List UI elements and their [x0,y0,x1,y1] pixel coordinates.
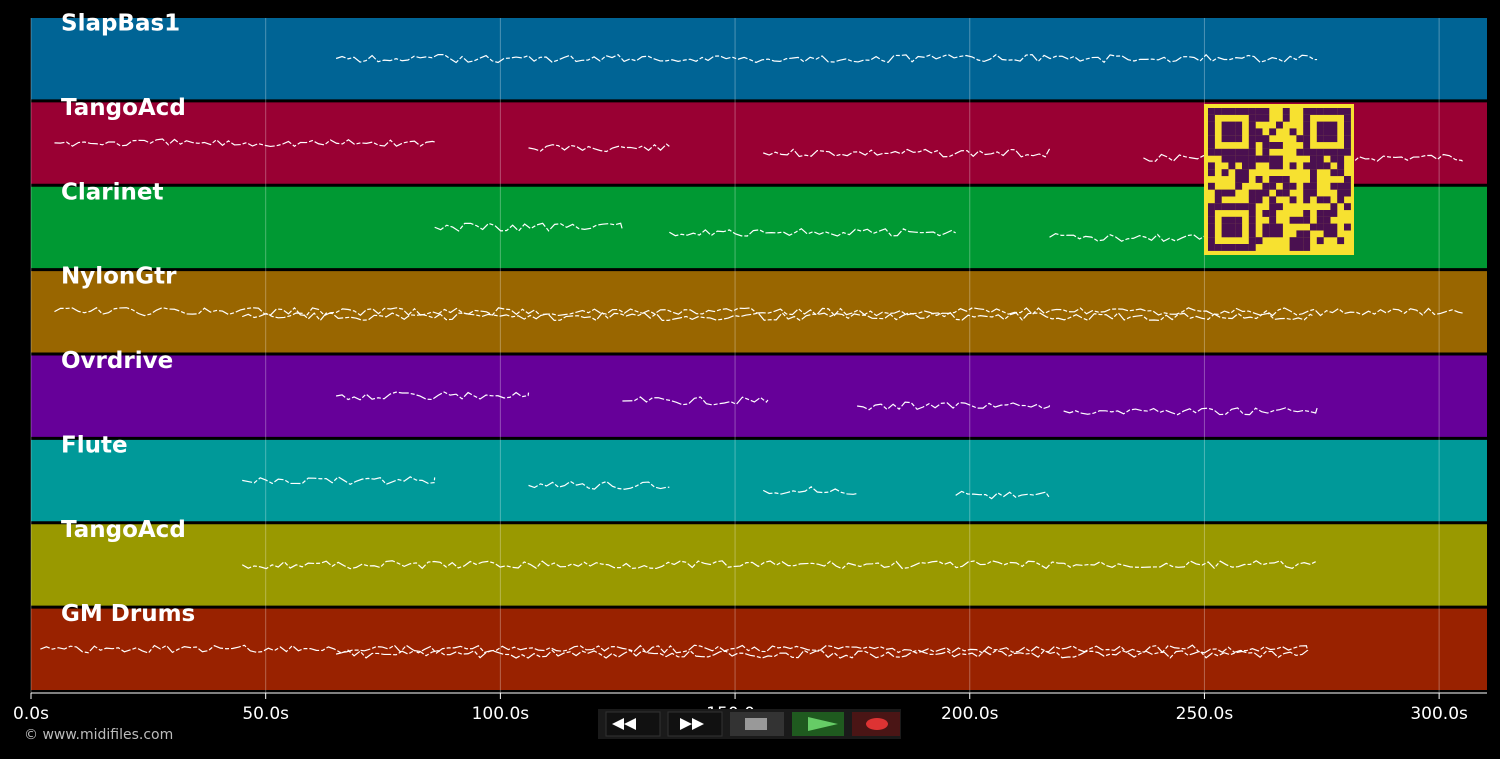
x-tick-label: 100.0s [472,704,530,724]
x-tick-label: 50.0s [242,704,289,724]
note-span [335,649,1309,659]
labels: SlapBas1 TangoAcd Clarinet NylonGtr Ovrdrive… [61,11,195,628]
forward-button[interactable] [667,711,723,737]
play-button[interactable] [792,712,844,736]
rewind-button[interactable] [605,711,661,737]
x-tick-label: 0.0s [13,704,49,724]
copyright: © www.midifiles.com [24,727,173,743]
note-span [763,148,1051,158]
note-span [54,138,435,148]
note-span [241,560,1318,570]
note-span [242,311,1313,322]
track-lane [31,355,1487,437]
note-span [54,306,1463,317]
x-tick-label: 300.0s [1410,704,1468,724]
track-name: NylonGtr [61,264,177,290]
record-button[interactable] [852,712,900,736]
track-name: SlapBas1 [61,11,180,37]
track-lane [31,524,1487,606]
track-name: TangoAcd [61,517,186,543]
note-span [335,391,530,401]
track-lane [31,271,1487,353]
note-span [762,486,858,495]
note-span [335,53,1318,64]
note-span [1063,407,1318,416]
track-name: TangoAcd [61,95,186,121]
grid [30,18,1440,693]
note-span [955,490,1051,500]
note-span [669,227,956,237]
note-span [528,143,670,153]
track-lane [31,18,1487,100]
note-span [857,401,1051,411]
note-span [242,476,436,486]
stop-button[interactable] [730,712,784,736]
note-span [40,644,1309,654]
track-name: Flute [61,432,128,458]
note-span [528,480,670,490]
track-lane [31,608,1487,690]
track-name: Clarinet [61,179,163,205]
track-name: Ovrdrive [61,348,173,374]
x-tick-label: 250.0s [1176,704,1234,724]
qr-code [1204,104,1354,255]
x-tick-label: 200.0s [941,704,999,724]
notes [40,53,1463,659]
track-lane [31,439,1487,522]
note-span [434,222,623,232]
transport-controls [598,709,901,739]
note-span [622,396,769,406]
track-name: GM Drums [61,601,195,627]
